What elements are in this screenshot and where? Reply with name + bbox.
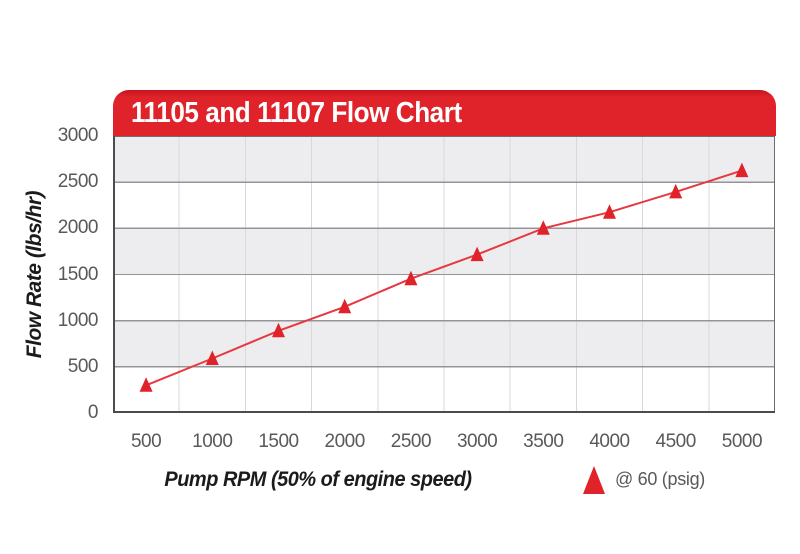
flow-rate-series-line [145, 169, 743, 387]
x-tick-label: 4000 [589, 431, 630, 452]
data-point-marker [669, 183, 683, 199]
x-tick-label: 2000 [324, 431, 366, 452]
legend: @ 60 (psig) [583, 466, 705, 494]
y-tick-label: 500 [67, 355, 99, 377]
data-point-marker [205, 350, 219, 365]
x-tick-label: 2500 [390, 431, 432, 452]
data-point-marker [536, 220, 550, 235]
data-point-marker [404, 270, 418, 286]
data-point-marker [272, 322, 285, 338]
y-tick-label: 1000 [57, 309, 99, 331]
y-tick-label: 2000 [57, 217, 99, 239]
y-tick-label: 1500 [57, 263, 99, 285]
x-axis-title: Pump RPM (50% of engine speed) [164, 468, 472, 491]
data-point-marker [603, 204, 616, 219]
x-tick-label: 1000 [192, 431, 233, 452]
x-tick-label: 5000 [721, 431, 763, 452]
x-tick-label: 3500 [523, 431, 564, 452]
x-tick-label: 500 [130, 431, 162, 452]
legend-label: @ 60 (psig) [615, 468, 706, 489]
y-tick-label: 2500 [57, 171, 99, 193]
plot-area [113, 136, 775, 413]
chart-title-banner: 11105 and 11107 Flow Chart [113, 90, 776, 136]
triangle-up-icon [583, 466, 605, 494]
data-point-marker [470, 246, 484, 262]
x-tick-label: 4500 [655, 431, 697, 452]
y-tick-label: 3000 [57, 125, 99, 146]
x-tick-label: 3000 [456, 431, 498, 452]
data-point-marker [139, 377, 153, 392]
flow-rate-line-chart [113, 136, 775, 413]
x-tick-label: 1500 [258, 431, 299, 452]
chart-title: 11105 and 11107 Flow Chart [131, 96, 462, 129]
data-point-marker [735, 162, 749, 178]
data-point-marker [338, 298, 352, 314]
y-tick-label: 0 [87, 402, 99, 423]
